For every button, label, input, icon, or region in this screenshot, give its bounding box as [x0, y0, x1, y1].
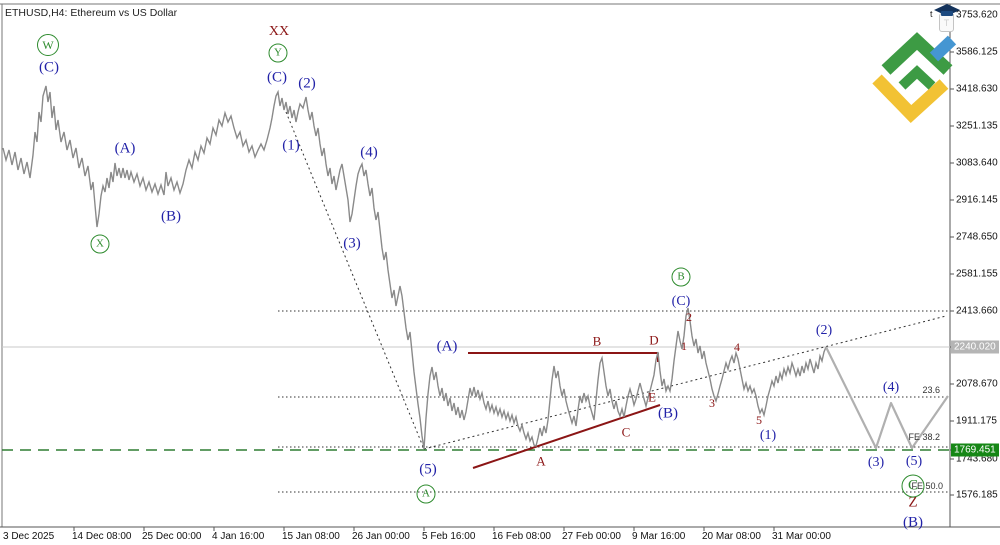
time-tick-label: 26 Jan 00:00	[352, 531, 410, 542]
price-series	[2, 85, 827, 450]
wave-label-circled: B	[671, 267, 691, 287]
wave-label-blue: (5)	[905, 454, 923, 469]
wave-label-red: XX	[268, 24, 290, 39]
wave-label-blue: (C)	[39, 59, 59, 76]
wave-label-red: 4	[734, 340, 740, 354]
time-tick-label: 27 Feb 00:00	[562, 531, 621, 542]
graduation-cap-icon	[934, 4, 960, 16]
wave-label-circled: X	[90, 234, 110, 254]
price-level-badge: 2240.020	[951, 340, 999, 354]
wave-label-red: A	[536, 453, 546, 469]
price-tick-label: 2078.670	[956, 378, 998, 390]
wave-label-red: B	[592, 333, 602, 349]
price-tick-label: 2916.145	[956, 194, 998, 206]
time-tick-label: 4 Jan 16:00	[212, 531, 265, 542]
price-tick-label: 3586.125	[956, 46, 998, 58]
wave-label-blue: (1)	[282, 137, 300, 154]
logo-yellow-check	[872, 74, 949, 124]
wave-label-blue: (3)	[343, 235, 361, 252]
wave-label-circled: Y	[268, 43, 288, 63]
wave-label-red: E	[648, 389, 656, 405]
time-tick-label: 16 Feb 08:00	[492, 531, 551, 542]
chart-symbol-title: ETHUSD,H4: Ethereum vs US Dollar	[5, 7, 178, 19]
wave-label-red: 2	[686, 310, 692, 324]
price-tick-label: 1576.185	[956, 489, 998, 501]
price-tick-label: 3251.135	[956, 120, 998, 132]
wave-label-blue: (5)	[419, 461, 437, 478]
wave-label-red: D	[649, 332, 659, 348]
time-tick-label: 9 Mar 16:00	[632, 531, 686, 542]
wave-label-blue: (3)	[867, 455, 885, 470]
wave-label-circled: W	[37, 34, 59, 56]
wave-label-red: Z	[908, 494, 918, 511]
wave-label-blue: (B)	[161, 208, 181, 225]
time-tick-label: 15 Jan 08:00	[282, 531, 340, 542]
fib-level-label: 23.6	[922, 385, 940, 395]
wave-label-red: 3	[709, 396, 715, 410]
time-tick-label: 3 Dec 2025	[3, 531, 55, 542]
wave-label-blue: (4)	[360, 144, 378, 161]
red-trendline	[472, 404, 661, 469]
wave-label-blue: (C)	[671, 294, 691, 309]
wave-label-blue: (4)	[882, 380, 900, 395]
price-tick-label: 1911.175	[956, 415, 997, 427]
current-price-badge: 1769.451	[951, 443, 999, 457]
time-tick-label: 5 Feb 16:00	[422, 531, 476, 542]
time-tick-label: 14 Dec 08:00	[72, 531, 132, 542]
time-tick-label: 20 Mar 08:00	[702, 531, 761, 542]
price-tick-label: 1743.680	[956, 453, 998, 465]
wave-label-blue: (1)	[759, 428, 777, 443]
logo-blue-stroke	[929, 35, 957, 62]
price-tick-label: 2748.650	[956, 231, 998, 243]
wave-label-red: 5	[756, 413, 762, 427]
price-tick-label: 3753.620	[956, 9, 998, 21]
watermark-t-glyph: t	[930, 9, 933, 19]
dotted-trendline	[285, 111, 425, 450]
time-tick-label: 31 Mar 00:00	[772, 531, 831, 542]
price-tick-label: 3083.640	[956, 157, 998, 169]
wave-label-circled: C	[901, 474, 925, 498]
fib-level-label: FE 50.0	[911, 481, 943, 491]
projection-zigzag	[825, 346, 949, 450]
price-tick-label: 3418.630	[956, 83, 998, 95]
wave-label-red: 1	[681, 339, 687, 353]
price-tick-label: 2581.155	[956, 268, 998, 280]
wave-label-blue: (B)	[658, 405, 678, 422]
wave-label-blue: (C)	[267, 69, 287, 86]
wave-label-circled: A	[416, 484, 436, 504]
wave-label-red: C	[621, 424, 631, 440]
wave-label-blue: (A)	[114, 140, 136, 157]
wave-label-blue: (2)	[298, 75, 316, 92]
wave-label-blue: (2)	[815, 323, 833, 338]
wave-label-blue: (B)	[903, 514, 923, 531]
logo-green-inner	[898, 65, 936, 90]
price-tick-label: 2413.660	[956, 305, 998, 317]
wave-label-blue: (A)	[436, 338, 458, 355]
time-tick-label: 25 Dec 00:00	[142, 531, 202, 542]
fib-level-label: FE 38.2	[908, 432, 940, 442]
